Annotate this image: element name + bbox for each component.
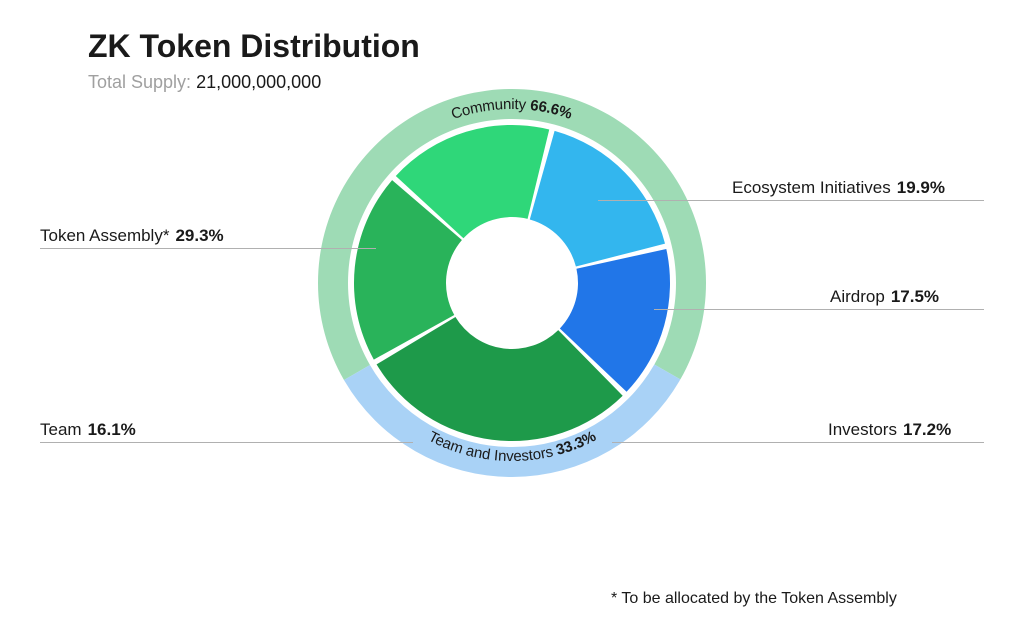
- callout-airdrop: Airdrop 17.5%: [830, 287, 939, 307]
- donut-chart: Community 66.6%Team and Investors 33.3%: [312, 83, 712, 483]
- subtitle-value: 21,000,000,000: [196, 72, 321, 92]
- callout-pct: 17.5%: [891, 287, 939, 306]
- footnote: * To be allocated by the Token Assembly: [611, 590, 897, 608]
- callout-label: Token Assembly*: [40, 226, 169, 245]
- callout-pct: 16.1%: [88, 420, 136, 439]
- chart-title: ZK Token Distribution: [88, 28, 420, 65]
- callout-label: Team: [40, 420, 82, 439]
- callout-line: [40, 248, 376, 249]
- callout-investors: Investors 17.2%: [828, 420, 951, 440]
- callout-pct: 17.2%: [903, 420, 951, 439]
- callout-label: Investors: [828, 420, 897, 439]
- callout-line: [612, 442, 984, 443]
- callout-assembly: Token Assembly* 29.3%: [40, 226, 224, 246]
- callout-pct: 19.9%: [897, 178, 945, 197]
- callout-ecosystem: Ecosystem Initiatives 19.9%: [732, 178, 945, 198]
- callout-label: Ecosystem Initiatives: [732, 178, 891, 197]
- callout-line: [598, 200, 984, 201]
- callout-team: Team 16.1%: [40, 420, 136, 440]
- callout-line: [40, 442, 413, 443]
- subtitle-label: Total Supply:: [88, 72, 191, 92]
- callout-pct: 29.3%: [175, 226, 223, 245]
- callout-line: [654, 309, 984, 310]
- callout-label: Airdrop: [830, 287, 885, 306]
- chart-subtitle: Total Supply: 21,000,000,000: [88, 72, 321, 93]
